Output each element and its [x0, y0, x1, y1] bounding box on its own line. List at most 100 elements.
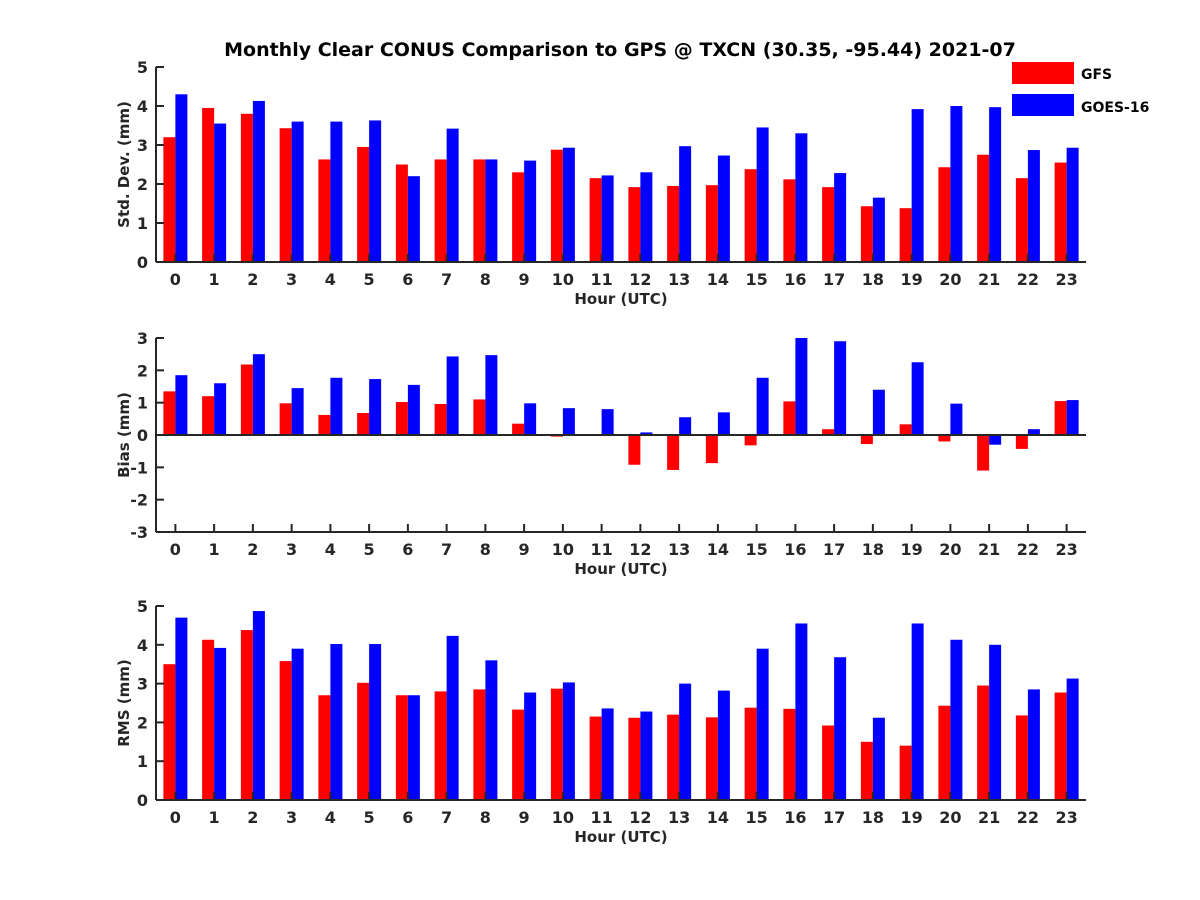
bar-rms-gfs-13 [667, 714, 680, 800]
bar-rms-goes16-8 [485, 660, 498, 800]
x-tick-label: 8 [480, 808, 491, 827]
bar-bias-gfs-15 [744, 435, 757, 446]
x-tick-label: 10 [552, 540, 574, 559]
x-tick-label: 18 [862, 270, 884, 289]
x-tick-label: 23 [1055, 540, 1077, 559]
bar-std-dev-goes16-10 [562, 147, 575, 262]
bar-rms-goes16-21 [989, 644, 1002, 800]
bar-std-dev-goes16-16 [795, 133, 808, 262]
bar-rms-gfs-10 [550, 688, 563, 800]
bar-rms-gfs-22 [1015, 715, 1028, 800]
bar-rms-gfs-21 [977, 685, 990, 800]
bar-std-dev-gfs-18 [860, 206, 873, 262]
bar-std-dev-goes16-11 [601, 175, 614, 262]
x-tick-label: 16 [784, 540, 806, 559]
x-tick-label: 19 [900, 270, 922, 289]
bar-std-dev-gfs-15 [744, 169, 757, 262]
bar-std-dev-goes16-18 [872, 197, 885, 262]
bar-bias-gfs-22 [1015, 435, 1028, 449]
bar-rms-goes16-16 [795, 623, 808, 800]
x-tick-label: 2 [247, 270, 258, 289]
bar-std-dev-gfs-3 [279, 128, 292, 262]
bar-rms-gfs-19 [899, 745, 912, 800]
x-tick-label: 22 [1017, 270, 1039, 289]
x-tick-label: 8 [480, 540, 491, 559]
bar-bias-gfs-13 [667, 435, 680, 470]
bar-rms-goes16-10 [562, 682, 575, 800]
bar-bias-goes16-16 [795, 338, 808, 435]
bar-rms-gfs-18 [860, 741, 873, 800]
y-tick-label: 3 [137, 136, 148, 155]
x-tick-label: 18 [862, 808, 884, 827]
bar-rms-gfs-11 [589, 716, 602, 800]
bar-bias-goes16-13 [679, 417, 692, 435]
bar-std-dev-goes16-2 [252, 100, 265, 263]
x-tick-label: 5 [364, 270, 375, 289]
x-tick-label: 21 [978, 270, 1000, 289]
legend-label-gfs: GFS [1081, 67, 1112, 83]
bar-std-dev-goes16-6 [407, 176, 420, 262]
bar-rms-goes16-12 [640, 711, 653, 800]
bar-bias-goes16-18 [872, 389, 885, 435]
bar-rms-goes16-17 [834, 657, 847, 800]
x-tick-label: 9 [519, 540, 530, 559]
y-tick-label: 2 [137, 175, 148, 194]
y-tick-label: -1 [130, 458, 148, 477]
bar-std-dev-goes16-23 [1066, 147, 1079, 262]
y-tick-label: -3 [130, 523, 148, 542]
bar-bias-gfs-4 [318, 414, 331, 435]
x-tick-label: 11 [590, 540, 612, 559]
bar-std-dev-goes16-19 [911, 109, 924, 263]
x-tick-label: 4 [325, 540, 336, 559]
bar-std-dev-goes16-7 [446, 128, 459, 262]
bar-bias-gfs-14 [705, 435, 718, 464]
bar-std-dev-goes16-21 [989, 107, 1002, 262]
bar-std-dev-gfs-21 [977, 154, 990, 262]
x-tick-label: 3 [286, 270, 297, 289]
bar-bias-goes16-8 [485, 355, 498, 435]
x-tick-label: 21 [978, 540, 1000, 559]
x-tick-label: 13 [668, 808, 690, 827]
x-tick-label: 7 [441, 270, 452, 289]
bar-bias-gfs-6 [395, 402, 408, 435]
x-tick-label: 1 [209, 808, 220, 827]
x-tick-label: 7 [441, 540, 452, 559]
bar-std-dev-gfs-10 [550, 149, 563, 262]
bar-std-dev-goes16-22 [1027, 150, 1040, 262]
bar-std-dev-goes16-9 [524, 160, 537, 262]
bar-rms-gfs-23 [1054, 692, 1067, 800]
bar-std-dev-gfs-8 [473, 159, 486, 262]
bar-bias-gfs-21 [977, 435, 990, 471]
bar-std-dev-gfs-11 [589, 178, 602, 262]
bar-rms-goes16-15 [756, 648, 769, 800]
y-tick-label: 5 [137, 58, 148, 77]
bar-bias-goes16-0 [175, 375, 188, 435]
bar-std-dev-gfs-19 [899, 208, 912, 262]
y-axis-label: Std. Dev. (mm) [115, 101, 133, 228]
bar-std-dev-goes16-15 [756, 127, 769, 262]
bar-std-dev-goes16-20 [950, 106, 963, 262]
x-tick-label: 9 [519, 808, 530, 827]
y-tick-label: 1 [137, 752, 148, 771]
bar-bias-goes16-19 [911, 362, 924, 435]
bar-bias-gfs-0 [163, 391, 176, 435]
bar-bias-gfs-1 [202, 396, 215, 435]
bar-bias-gfs-3 [279, 403, 292, 435]
bar-std-dev-goes16-4 [330, 121, 343, 262]
bar-bias-goes16-9 [524, 403, 537, 435]
x-tick-label: 20 [939, 540, 961, 559]
bar-bias-gfs-8 [473, 399, 486, 435]
y-tick-label: 3 [137, 329, 148, 348]
y-tick-label: 3 [137, 675, 148, 694]
x-tick-label: 14 [707, 270, 729, 289]
bar-bias-gfs-17 [822, 429, 835, 435]
bar-rms-goes16-22 [1027, 689, 1040, 800]
bar-rms-gfs-16 [783, 708, 796, 800]
bar-rms-goes16-18 [872, 717, 885, 800]
bar-rms-goes16-7 [446, 635, 459, 800]
bar-bias-gfs-16 [783, 401, 796, 435]
bar-std-dev-goes16-0 [175, 94, 188, 262]
y-tick-label: 4 [137, 636, 148, 655]
